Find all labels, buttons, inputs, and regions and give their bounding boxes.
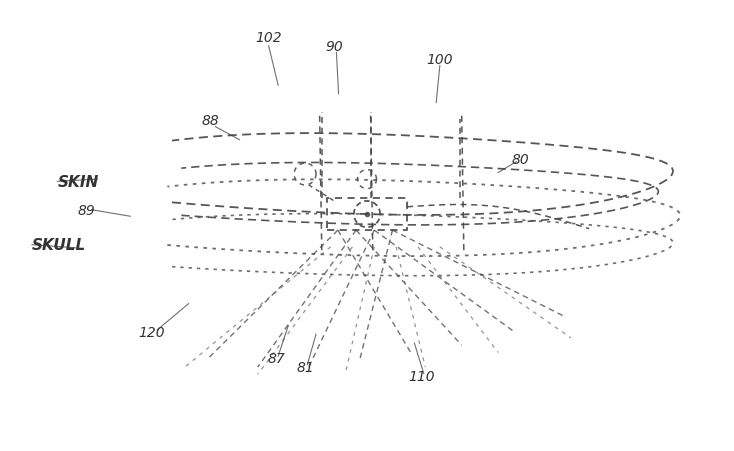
Text: SKULL: SKULL [32,238,86,253]
Text: 89: 89 [78,203,95,217]
Text: 120: 120 [139,325,165,339]
Text: 88: 88 [202,114,219,128]
Text: 80: 80 [511,153,529,167]
Text: 102: 102 [255,31,282,45]
Text: 81: 81 [297,360,314,374]
Text: 110: 110 [408,369,435,383]
Text: SKIN: SKIN [57,175,98,189]
Text: 90: 90 [325,40,343,54]
Text: 87: 87 [267,351,285,365]
Text: 100: 100 [426,53,453,67]
